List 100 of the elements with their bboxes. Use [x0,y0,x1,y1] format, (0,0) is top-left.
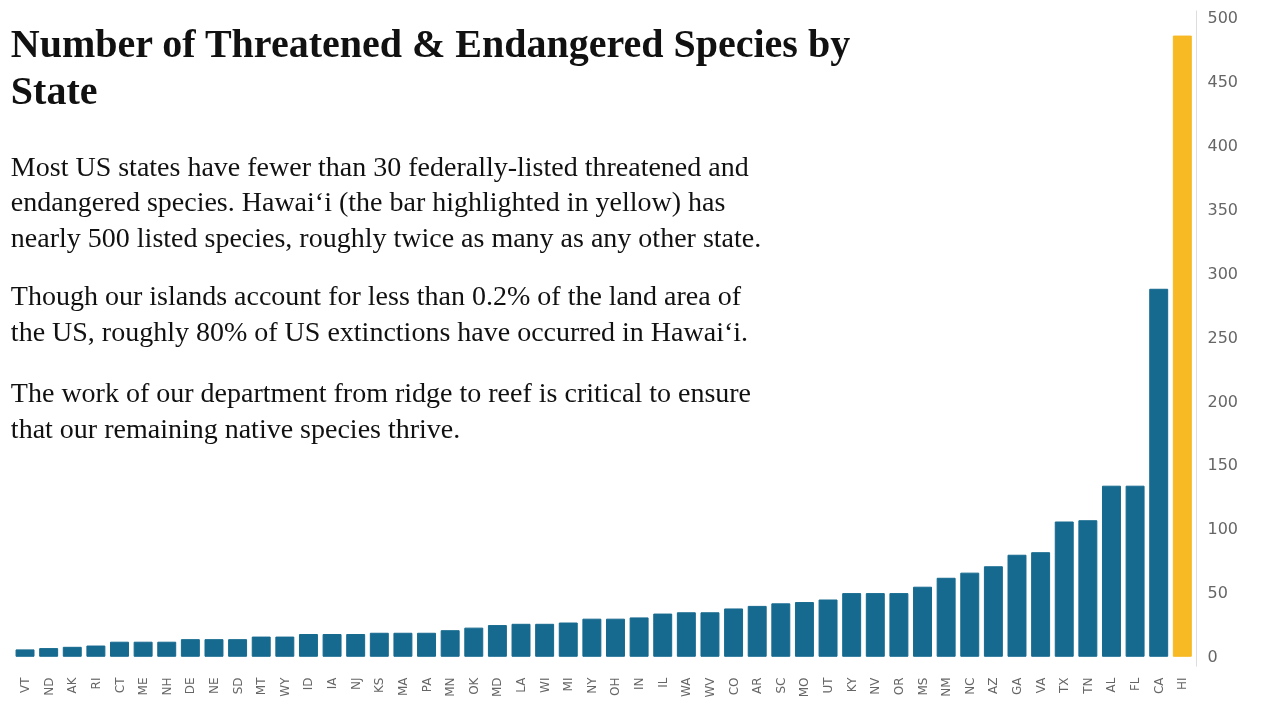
bar [62,646,82,657]
bar [771,603,791,657]
bar [558,622,578,657]
y-tick-label: 350 [1207,199,1239,219]
x-tick-label: MD [490,677,505,698]
x-tick-label: MT [254,676,269,696]
bar [1149,288,1169,657]
x-tick-label: HI [1175,677,1190,691]
x-tick-label: AK [65,676,80,694]
bar [346,634,366,657]
x-tick-label: NC [962,677,977,695]
x-tick-label: ID [301,677,316,691]
x-tick-label: CT [112,676,127,694]
x-tick-label: WA [679,676,694,697]
bar [747,605,767,657]
x-tick-label: PA [419,676,434,693]
bar [393,632,413,657]
bar [983,566,1003,657]
bar [298,634,318,657]
x-tick-label: MS [915,677,930,696]
bar [1031,552,1051,657]
bar [133,641,153,657]
y-tick-label: 0 [1207,647,1218,667]
y-tick-label: 150 [1207,455,1239,475]
x-tick-label: WY [277,676,292,697]
y-tick-label: 200 [1207,391,1239,411]
x-tick-label: LA [514,676,529,693]
y-tick-label: 500 [1207,7,1239,27]
bar [228,639,248,657]
bar [1125,485,1145,657]
bar [818,599,838,657]
x-tick-label: TN [1080,677,1095,695]
x-tick-label: IA [325,676,340,690]
x-tick-label: NH [159,677,174,696]
bar [157,641,177,657]
x-tick-label: CA [1151,676,1166,695]
text: Number of Threatened & Endangered Species by State [10,20,851,113]
x-tick-label: IL [655,677,670,688]
x-tick-label: KY [844,676,859,693]
bar [322,634,342,657]
bar [417,632,437,657]
bar [204,639,224,657]
x-tick-label: VT [18,676,33,694]
bar [724,608,744,657]
x-tick-label: NM [939,677,954,697]
x-tick-label: CO [726,677,741,696]
annotation: Most US states have fewer than 30 federally-listed threatened and endangered species. Hawai‘i (the bar highlighted in yellow) has nearly 500 listed species, roughly twice as many as any other state. [10,150,762,253]
x-tick-label: GA [1010,676,1024,696]
x-tick-label: AR [750,677,765,695]
x-tick-label: TX [1057,677,1072,695]
bar [487,625,507,657]
x-tick-label: FL [1128,677,1143,692]
x-tick-label: NE [206,677,221,695]
bar [15,649,35,657]
bar [535,623,555,657]
bar [275,636,295,657]
x-tick-label: ND [41,677,56,696]
x-tick-label: AZ [986,677,1001,694]
bar [110,641,129,657]
x-tick-label: OR [891,677,906,696]
bar [582,618,602,657]
annotation: Though our islands account for less than 0.2% of the land area of the US, roughly 80% of US extinctions have occurred in Hawai‘i. [10,280,749,347]
bar [369,632,389,657]
x-tick-label: NJ [348,677,363,691]
y-tick-label: 250 [1207,327,1239,347]
bar [676,612,696,657]
x-tick-label: RI [88,677,103,690]
x-tick-label: ME [136,677,151,696]
annotation: The work of our department from ridge to reef is critical to ensure that our remaining native species thrive. [10,377,752,444]
bar [889,593,909,657]
x-tick-label: AL [1104,677,1119,693]
x-tick-label: SD [230,677,245,695]
bar [794,602,814,657]
bar [39,648,59,657]
y-tick-label: 100 [1207,519,1239,539]
bar [251,636,271,657]
x-tick-label: WV [702,676,717,698]
x-tick-label: SC [773,677,788,694]
x-tick-label: MA [395,676,410,697]
bar [440,630,460,657]
x-tick-label: NV [868,676,883,695]
x-tick-label: IN [632,677,647,691]
bar [1054,521,1074,657]
y-tick-label: 400 [1207,135,1239,155]
bar [1007,554,1027,657]
y-tick-label: 300 [1207,263,1239,283]
bar [629,617,649,657]
x-tick-label: OH [608,677,623,696]
x-tick-label: KS [372,677,387,693]
bar [1102,485,1121,657]
bar [1078,520,1098,657]
bar [960,572,980,657]
bar [606,618,625,657]
x-tick-label: OK [466,676,481,695]
x-tick-label: NY [584,676,599,694]
bar [842,593,862,657]
x-tick-label: MO [797,677,812,698]
bar [1172,35,1192,657]
bar [86,645,106,657]
bar [913,586,932,657]
